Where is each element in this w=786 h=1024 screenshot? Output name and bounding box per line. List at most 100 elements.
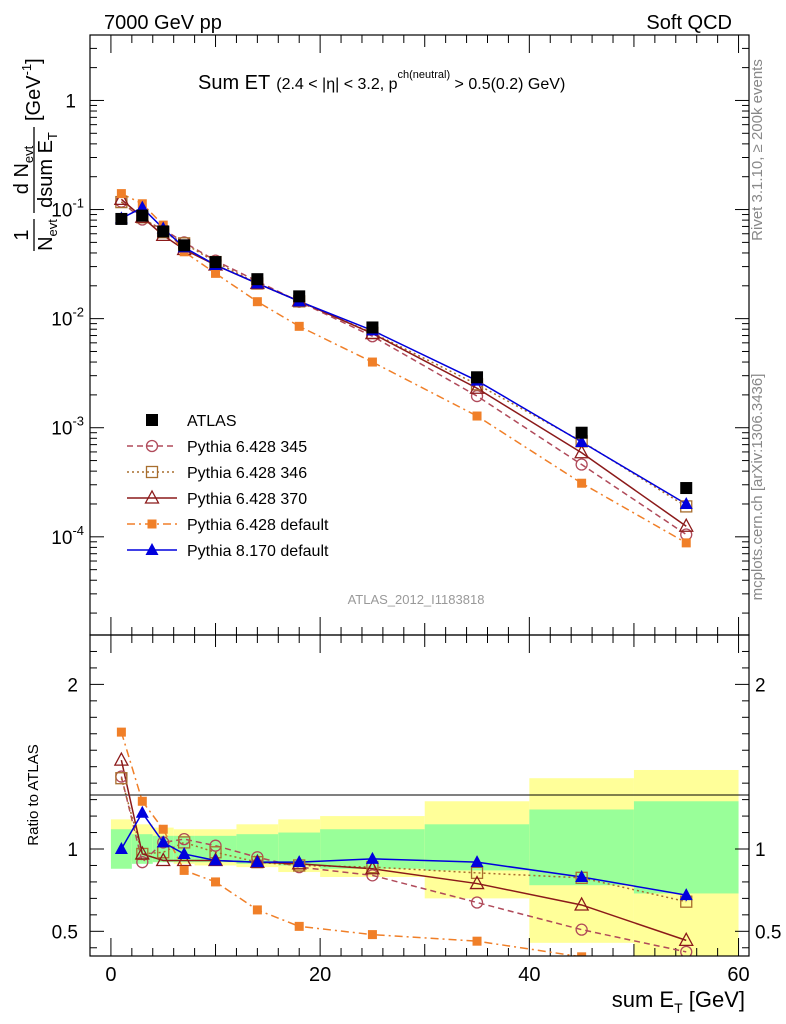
tick-exponent: -2 [72, 305, 84, 320]
point-pythia-6-428-default [681, 538, 691, 548]
ratio-point-pythia-6-428-default [577, 952, 587, 956]
point-pythia-6-428-370 [113, 190, 129, 206]
ratio-point-pythia-6-428-370 [364, 860, 381, 875]
legend-label-pythia-6-428-346: Pythia 6.428 346 [187, 465, 307, 482]
legend-label-pythia-6-428-370: Pythia 6.428 370 [187, 491, 307, 508]
legend-marker-pythia-6-428-345 [145, 439, 159, 453]
point-pythia-6-428-default [472, 411, 482, 421]
ratio-point-pythia-8-170-default [470, 855, 484, 868]
upper-tick-label: 1 [65, 91, 76, 112]
x-tick-labels: 0 20 40 60 [105, 964, 749, 986]
legend-label-pythia-6-428-default: Pythia 6.428 default [187, 517, 329, 534]
ratio-tick-label-right: 2 [755, 675, 766, 696]
ratio-point-pythia-8-170-default [365, 851, 379, 864]
title-cut-sup: ch(neutral) [398, 69, 451, 81]
x-label-sub: T [674, 1000, 683, 1016]
upper-tick-label: 10-1 [51, 196, 84, 222]
ratio-point-pythia-6-428-345 [680, 945, 693, 956]
ratio-point-pythia-6-428-default [158, 824, 168, 834]
title-main: Sum ET [198, 72, 270, 94]
point-atlas [575, 426, 588, 439]
upper-y-label: 1 Nevt d Nevt dsum ET [GeV-1] [11, 58, 60, 251]
rivet-label: Rivet 3.1.10, ≥ 200k events [749, 59, 766, 241]
point-pythia-8-170-default [679, 496, 693, 509]
ratio-frame [89, 634, 750, 957]
stat-uncertainty-band [633, 801, 739, 894]
point-pythia-6-428-345 [470, 389, 484, 403]
ratio-tick-label-left: 1 [67, 840, 78, 861]
tick-exponent: -4 [72, 523, 84, 538]
legend-label-atlas: ATLAS [187, 413, 237, 430]
ratio-tick-label-right: 0.5 [755, 922, 781, 943]
ratio-point-pythia-8-170-default [156, 835, 170, 848]
x-tick-label: 0 [105, 964, 116, 986]
ratio-point-pythia-6-428-370 [176, 852, 192, 867]
ratio-point-pythia-6-428-345 [209, 839, 222, 852]
legend-marker-pythia-6-428-346 [145, 465, 159, 479]
point-pythia-6-428-370 [574, 444, 590, 459]
ratio-point-pythia-6-428-345 [136, 856, 149, 869]
ratio-point-pythia-6-428-370 [113, 751, 129, 766]
point-atlas [178, 239, 191, 252]
ylabel-frac-den-sub: evt [45, 219, 60, 237]
legend-label-pythia-8-170-default: Pythia 8.170 default [187, 543, 329, 560]
legend-marker-pythia-6-428-default [147, 519, 157, 529]
upper-tick-label: 10-2 [51, 305, 84, 331]
point-atlas [209, 256, 222, 269]
ratio-point-pythia-6-428-346 [470, 866, 484, 880]
ylabel-unit-sup: -1 [19, 64, 34, 76]
point-atlas [115, 212, 128, 225]
energy-label: 7000 GeV pp [104, 12, 222, 34]
point-pythia-6-428-default [367, 357, 377, 367]
chart-title: Sum ET (2.4 < |η| < 3.2, pch(neutral) > 0… [198, 69, 565, 94]
ratio-point-pythia-6-428-345 [366, 869, 379, 882]
point-atlas [136, 209, 149, 222]
point-pythia-6-428-default [211, 268, 221, 278]
legend-marker-pythia-8-170-default [145, 543, 159, 555]
title-cut-b: > 0.5(0.2) GeV) [450, 76, 565, 93]
line-pythia-6-428-345 [120, 201, 687, 536]
ratio-point-pythia-6-428-default [116, 727, 126, 737]
x-label-unit: [GeV] [683, 987, 745, 1012]
ratio-tick-labels: 0.5 0.5 1 1 2 2 [52, 675, 782, 943]
ratio-point-pythia-6-428-default [367, 930, 377, 940]
point-atlas [251, 273, 264, 286]
ratio-point-pythia-6-428-370 [678, 931, 694, 947]
ylabel-frac-num: 1 [11, 229, 33, 240]
point-pythia-6-428-default [116, 189, 126, 199]
tick-base: 10 [51, 419, 72, 440]
ratio-point-pythia-6-428-default [294, 921, 304, 931]
legend-marker-pythia-6-428-370 [144, 489, 160, 504]
ratio-point-pythia-8-170-default [679, 888, 693, 901]
ratio-point-pythia-8-170-default [575, 869, 589, 882]
ratio-point-pythia-8-170-default [135, 805, 149, 818]
legend-marker-atlas [146, 414, 158, 426]
ratio-point-pythia-6-428-default [252, 905, 262, 915]
ratio-point-pythia-6-428-345 [575, 923, 588, 936]
ratio-series-markers [113, 727, 694, 956]
ratio-point-pythia-6-428-default [211, 877, 221, 887]
line-pythia-6-428-346 [120, 201, 687, 508]
ylabel-unit-end: ] [23, 58, 45, 64]
x-tick-label: 40 [518, 964, 540, 986]
point-atlas [366, 321, 379, 334]
point-atlas [471, 371, 484, 384]
point-atlas [680, 482, 693, 495]
point-pythia-6-428-default [252, 297, 262, 307]
line-pythia-8-170-default [121, 206, 687, 505]
watermark: ATLAS_2012_I1183818 [348, 592, 485, 607]
tick-exponent: -3 [72, 414, 84, 429]
ylabel-unit: [GeV-1] [19, 58, 45, 121]
point-atlas [293, 290, 306, 303]
upper-axis-ticks [90, 35, 749, 635]
ratio-point-pythia-8-170-default [114, 842, 128, 854]
ratio-point-pythia-8-170-default [250, 855, 264, 868]
process-label: Soft QCD [646, 12, 732, 34]
ylabel-deriv-den: dsum ET [35, 132, 60, 208]
ratio-point-pythia-8-170-default [209, 853, 223, 866]
upper-tick-label: 10-3 [51, 414, 84, 440]
title-cut-a: (2.4 < |η| < 3.2, p [276, 76, 397, 93]
ylabel-deriv-num: d Nevt [11, 145, 36, 194]
ylabel-deriv-num-sub: evt [21, 145, 36, 163]
